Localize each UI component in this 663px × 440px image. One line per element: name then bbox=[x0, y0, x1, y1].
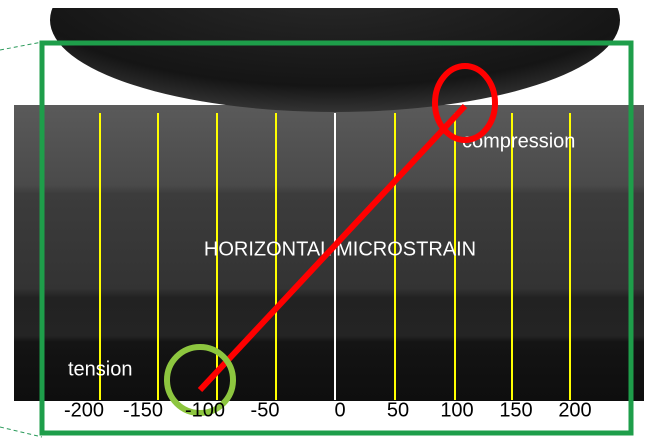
scale-label: -50 bbox=[251, 399, 280, 421]
tire bbox=[50, 0, 620, 112]
scale-label: -150 bbox=[123, 399, 163, 421]
mask bbox=[0, 0, 663, 8]
page: compression HORIZONTAL MICROSTRAIN tensi… bbox=[0, 0, 663, 440]
scale-label: 150 bbox=[499, 399, 532, 421]
scale-label: -200 bbox=[64, 399, 104, 421]
scale-label: 100 bbox=[440, 399, 473, 421]
scale-labels: -200 -150 -100 -50 0 50 100 150 200 bbox=[64, 399, 592, 421]
scale-label: 0 bbox=[334, 399, 345, 421]
callout-line bbox=[0, 42, 42, 50]
scale-label: 50 bbox=[387, 399, 409, 421]
diagram: compression HORIZONTAL MICROSTRAIN tensi… bbox=[0, 0, 663, 440]
callout-line bbox=[0, 427, 42, 437]
scale-label: -100 bbox=[185, 399, 225, 421]
scale-label: 200 bbox=[558, 399, 591, 421]
tension-label: tension bbox=[68, 358, 133, 380]
